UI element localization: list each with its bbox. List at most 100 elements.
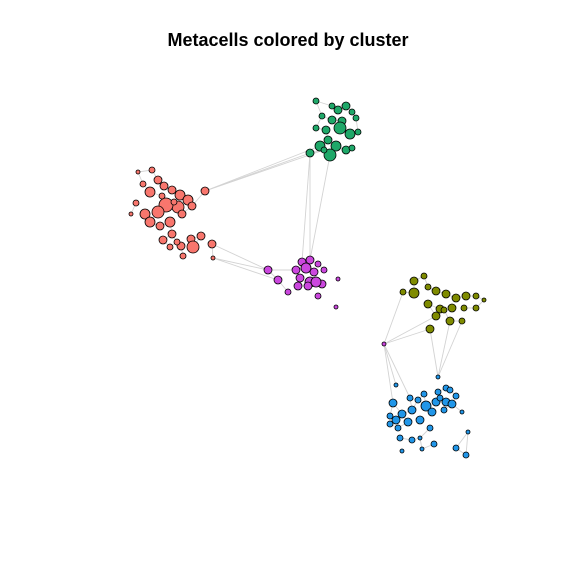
metacell-point-cluster5-28 <box>452 444 460 452</box>
metacell-point-cluster1-34 <box>170 198 178 206</box>
metacell-point-cluster1-6 <box>159 181 169 191</box>
metacell-point-cluster5-10 <box>407 405 417 415</box>
metacell-point-cluster3-17 <box>284 288 292 296</box>
metacell-point-cluster2-15 <box>323 135 333 145</box>
metacell-point-cluster1-4 <box>153 175 163 185</box>
metacell-point-cluster2-19 <box>305 148 315 158</box>
metacell-point-cluster3-9 <box>273 275 283 285</box>
metacell-point-cluster1-8 <box>174 189 186 201</box>
metacell-point-cluster5-33 <box>447 399 457 409</box>
metacell-point-cluster1-27 <box>186 240 200 254</box>
edge-138 <box>383 343 411 399</box>
metacell-point-cluster4-1 <box>409 276 419 286</box>
metacell-point-cluster4-12 <box>423 299 433 309</box>
metacell-point-cluster1-32 <box>210 255 216 261</box>
metacell-point-cluster1-2 <box>148 166 156 174</box>
metacell-point-cluster4-14 <box>447 303 457 313</box>
metacell-point-cluster5-29 <box>462 451 470 459</box>
metacell-point-cluster4-6 <box>431 286 441 296</box>
metacell-point-cluster1-33 <box>158 192 166 200</box>
metacell-point-cluster1-7 <box>167 185 177 195</box>
edge-129 <box>212 257 279 281</box>
metacell-point-cluster5-17 <box>403 417 413 427</box>
metacell-point-cluster1-30 <box>179 252 187 260</box>
metacell-point-cluster4-10 <box>472 292 480 300</box>
metacell-point-cluster2-4 <box>333 105 343 115</box>
metacell-point-cluster1-28 <box>207 239 217 249</box>
metacell-point-cluster1-19 <box>164 216 176 228</box>
edge-134 <box>383 291 404 345</box>
metacell-point-cluster5-26 <box>399 448 405 454</box>
metacell-point-cluster4-20 <box>425 324 435 334</box>
metacell-point-cluster3-13 <box>293 281 303 291</box>
metacell-point-cluster3-19 <box>333 304 339 310</box>
edge-137 <box>383 343 394 404</box>
node-layer <box>128 97 487 459</box>
metacell-point-cluster2-13 <box>344 128 356 140</box>
metacell-point-cluster2-6 <box>318 112 326 120</box>
metacell-point-cluster5-21 <box>426 424 434 432</box>
edge-133 <box>383 328 431 345</box>
edge-130 <box>309 154 331 261</box>
metacell-point-cluster4-5 <box>408 287 420 299</box>
metacell-point-cluster5-36 <box>435 374 441 380</box>
metacell-point-cluster2-2 <box>328 102 336 110</box>
metacell-point-cluster1-31 <box>166 243 174 251</box>
metacell-point-cluster5-22 <box>408 436 416 444</box>
edge-126 <box>204 149 325 192</box>
metacell-point-cluster3-7 <box>309 267 319 277</box>
edge-125 <box>204 145 321 192</box>
metacell-point-cluster5-9 <box>420 400 432 412</box>
metacell-point-cluster5-19 <box>394 424 402 432</box>
metacell-point-cluster1-13 <box>151 205 165 219</box>
metacell-point-cluster5-30 <box>446 386 454 394</box>
metacell-point-cluster4-17 <box>431 311 441 321</box>
metacell-point-cluster4-4 <box>399 288 407 296</box>
metacell-point-cluster2-14 <box>354 128 362 136</box>
metacell-point-cluster5-2 <box>406 394 414 402</box>
edge-139 <box>429 328 439 378</box>
metacell-point-cluster3-8 <box>320 266 328 274</box>
metacell-point-cluster3-15 <box>310 276 322 288</box>
metacell-point-cluster1-29 <box>173 238 181 246</box>
metacell-point-cluster1-3 <box>139 180 147 188</box>
edge-127 <box>212 257 269 271</box>
metacell-point-cluster1-10 <box>200 186 210 196</box>
edge-135 <box>383 315 437 345</box>
metacell-point-cluster1-15 <box>132 199 140 207</box>
metacell-point-cluster5-25 <box>430 440 438 448</box>
metacell-point-cluster1-14 <box>139 208 151 220</box>
metacell-point-cluster1-16 <box>128 211 134 217</box>
metacell-point-cluster1-26 <box>196 231 206 241</box>
metacell-point-cluster2-22 <box>320 146 328 154</box>
metacell-point-cluster5-18 <box>415 415 425 425</box>
metacell-point-cluster4-9 <box>461 291 471 301</box>
metacell-point-cluster5-23 <box>396 434 404 442</box>
metacell-point-cluster4-15 <box>460 304 468 312</box>
metacell-point-cluster3-18 <box>314 292 322 300</box>
edge-128 <box>211 243 269 271</box>
metacell-point-cluster5-27 <box>419 446 425 452</box>
edge-140 <box>437 320 451 378</box>
metacell-point-cluster5-4 <box>434 388 442 396</box>
metacell-point-cluster5-13 <box>427 407 437 417</box>
metacell-point-cluster1-23 <box>158 235 168 245</box>
edge-141 <box>437 320 463 378</box>
metacell-point-cluster3-16 <box>335 276 341 282</box>
metacell-point-cluster1-5 <box>144 186 156 198</box>
metacell-point-cluster3-4 <box>314 260 322 268</box>
metacell-point-cluster2-10 <box>312 124 320 132</box>
metacell-point-cluster4-19 <box>458 317 466 325</box>
metacell-point-cluster5-15 <box>459 409 465 415</box>
metacell-point-cluster4-3 <box>424 283 432 291</box>
metacell-point-cluster3-1 <box>263 265 273 275</box>
metacell-point-cluster3-14 <box>303 281 313 291</box>
metacell-point-cluster5-6 <box>452 392 460 400</box>
metacell-point-cluster4-7 <box>441 289 451 299</box>
metacell-point-cluster5-11 <box>397 409 407 419</box>
metacell-point-cluster5-35 <box>393 382 399 388</box>
metacell-point-cluster2-17 <box>330 140 342 152</box>
metacell-point-cluster2-20 <box>323 148 337 162</box>
metacell-point-cluster1-18 <box>155 221 165 231</box>
